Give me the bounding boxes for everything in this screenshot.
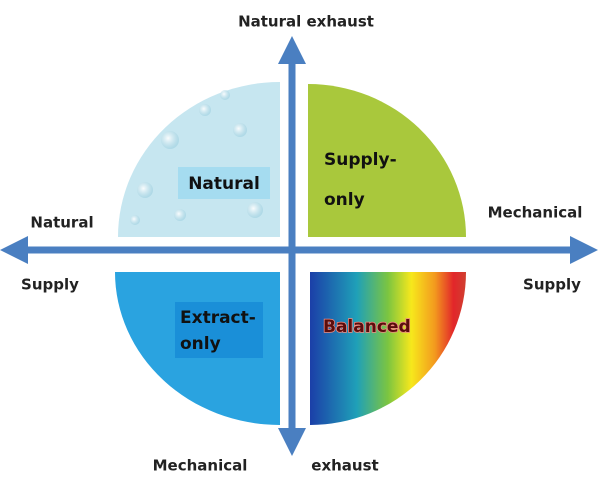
quadrant-supply-only [308, 84, 466, 237]
axis-label: Mechanical [488, 204, 583, 222]
axis-label: exhaust [311, 457, 378, 475]
quadrant-balanced [310, 272, 466, 425]
axis-label: Supply [523, 276, 581, 294]
quadrant-label: only [180, 334, 221, 354]
quadrant-label: Balanced [323, 317, 411, 337]
quadrant-label: Natural [188, 174, 260, 194]
label-box [175, 302, 263, 358]
quadrant-label: Supply- [324, 150, 397, 170]
label-box [178, 167, 270, 199]
quadrant-label: Extract- [180, 308, 256, 328]
axis-label: Supply [21, 276, 79, 294]
droplets [130, 90, 263, 225]
quadrant-label: only [324, 190, 365, 210]
axis-label: Mechanical [153, 457, 248, 475]
axis-label: Natural [30, 214, 93, 232]
axis-label: Natural exhaust [238, 13, 374, 31]
